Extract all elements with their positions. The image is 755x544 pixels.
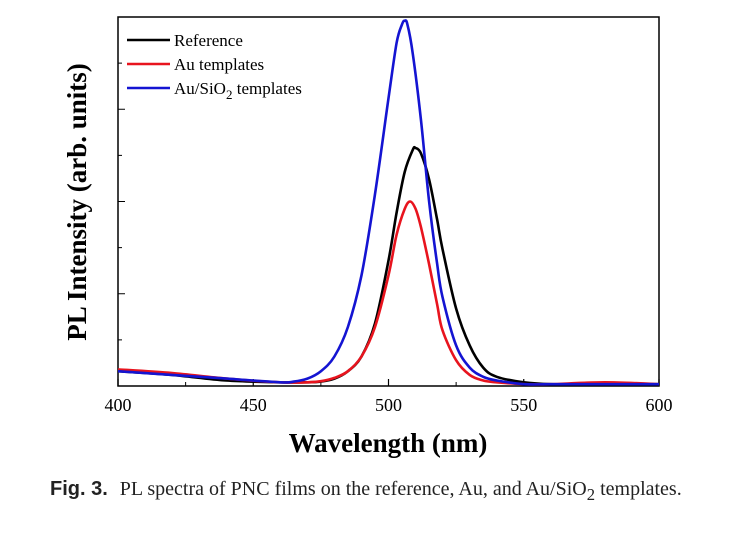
series-layer xyxy=(117,19,660,386)
figure-caption: Fig. 3. PL spectra of PNC films on the re… xyxy=(50,476,710,508)
series-line-reference xyxy=(117,145,659,386)
axes: 400 450 500 550 600 xyxy=(105,62,673,415)
series-line-au-sio2-templates xyxy=(117,19,659,386)
legend-label-reference: Reference xyxy=(174,31,243,50)
legend-label-au: Au templates xyxy=(174,55,264,74)
x-tick-label: 400 xyxy=(105,395,132,415)
x-axis-label: Wavelength (nm) xyxy=(289,428,488,458)
legend: Reference Au templates Au/SiO2 templates xyxy=(127,31,302,102)
caption-text: PL spectra of PNC films on the reference… xyxy=(119,478,682,504)
x-tick-label: 550 xyxy=(510,395,537,415)
series-line-au-templates xyxy=(117,200,660,386)
legend-label-au-sio2: Au/SiO2 templates xyxy=(174,79,302,102)
x-tick-label: 450 xyxy=(240,395,267,415)
figure-label: Fig. 3. xyxy=(50,478,108,500)
x-tick-label: 500 xyxy=(375,395,402,415)
x-tick-label: 600 xyxy=(646,395,673,415)
y-axis-label: PL Intensity (arb. units) xyxy=(62,63,92,341)
pl-spectra-chart: 400 450 500 550 600 Reference Au templates A… xyxy=(62,16,673,458)
